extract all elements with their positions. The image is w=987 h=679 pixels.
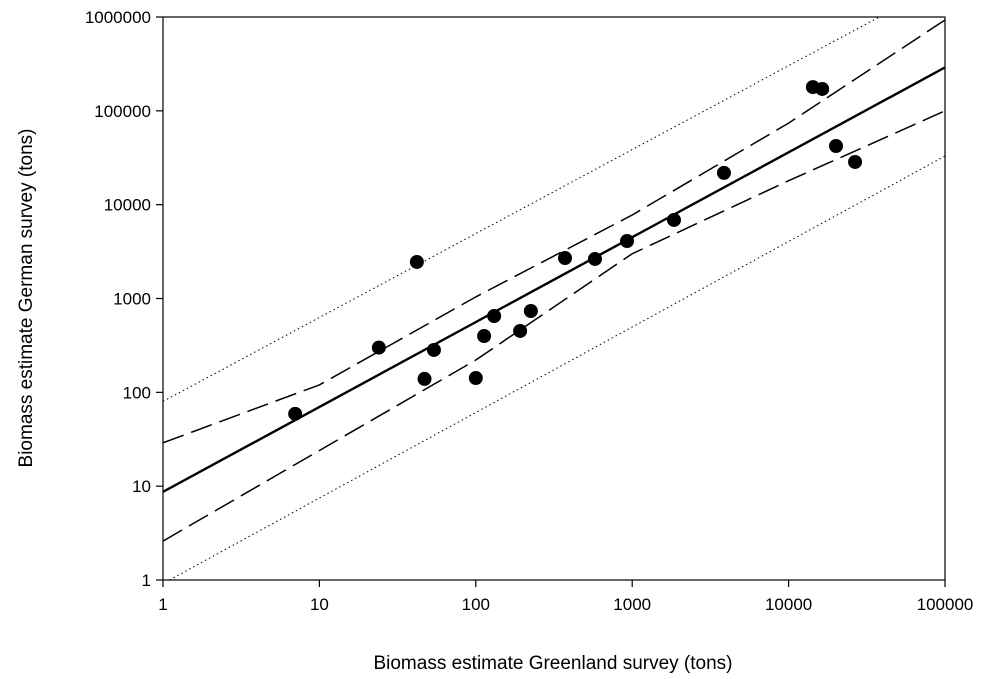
fit-line bbox=[163, 110, 945, 542]
x-tick-label: 10 bbox=[310, 595, 329, 614]
data-point bbox=[523, 303, 538, 318]
y-tick-label: 1000 bbox=[113, 290, 151, 309]
y-tick-label: 1 bbox=[142, 571, 151, 590]
y-tick-label: 1000000 bbox=[85, 8, 151, 27]
fit-line bbox=[163, 66, 945, 493]
y-tick-label: 100 bbox=[123, 383, 151, 402]
data-point bbox=[477, 329, 492, 344]
fit-line bbox=[163, 17, 880, 402]
data-point bbox=[815, 81, 830, 96]
x-axis-label: Biomass estimate Greenland survey (tons) bbox=[373, 653, 732, 674]
data-point bbox=[409, 254, 424, 269]
x-tick-label: 1 bbox=[158, 595, 167, 614]
fit-line bbox=[163, 19, 945, 444]
data-point bbox=[513, 323, 528, 338]
data-point bbox=[587, 251, 602, 266]
y-axis-label: Biomass estimate German survey (tons) bbox=[16, 129, 37, 468]
x-tick-label: 100 bbox=[462, 595, 490, 614]
data-point bbox=[487, 308, 502, 323]
data-point bbox=[417, 371, 432, 386]
data-point bbox=[620, 234, 635, 249]
fit-line bbox=[169, 155, 945, 580]
data-point bbox=[288, 406, 303, 421]
x-tick-label: 10000 bbox=[765, 595, 812, 614]
data-point bbox=[371, 340, 386, 355]
data-point bbox=[848, 154, 863, 169]
x-tick-label: 1000 bbox=[613, 595, 651, 614]
x-tick-label: 100000 bbox=[917, 595, 974, 614]
data-point bbox=[829, 138, 844, 153]
data-point bbox=[716, 165, 731, 180]
data-point bbox=[558, 251, 573, 266]
lines bbox=[163, 17, 945, 580]
data-point bbox=[468, 371, 483, 386]
data-point bbox=[666, 212, 681, 227]
y-tick-label: 10000 bbox=[104, 196, 151, 215]
y-tick-label: 100000 bbox=[94, 102, 151, 121]
y-tick-label: 10 bbox=[132, 477, 151, 496]
data-point bbox=[426, 342, 441, 357]
plot-frame bbox=[162, 16, 946, 581]
